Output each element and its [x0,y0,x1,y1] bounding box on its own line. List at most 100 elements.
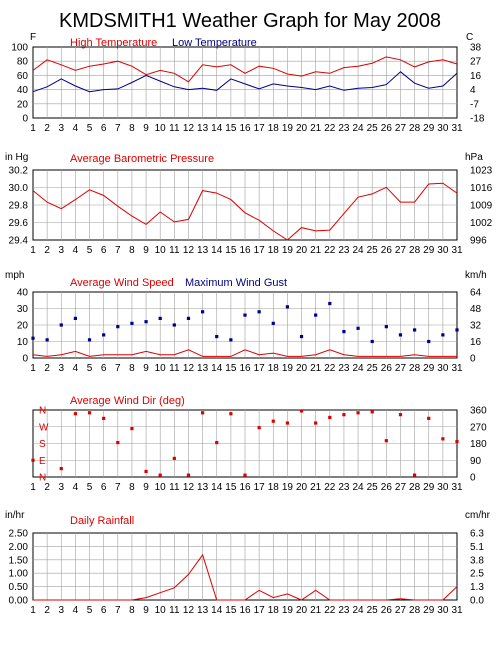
chart-3-day-label: 15 [225,363,237,374]
chart-3-series-2-point [441,333,445,337]
chart-5-day-label: 20 [296,605,308,616]
chart-4-series-1-point [427,416,431,420]
chart-4-ytick-label: S [39,439,46,450]
chart-2-day-label: 17 [254,245,266,256]
chart-2-right-tick-label: 1023 [470,166,493,177]
chart-1-day-label: 23 [338,123,350,134]
chart-3-series-2-point [257,310,261,314]
chart-4-day-label: 27 [395,482,407,493]
chart-4-series-1-point [215,440,219,445]
chart-3-day-label: 13 [197,363,209,374]
chart-3-series-1-title: Average Wind Speed [70,277,174,289]
chart-4-series-1-point [398,413,403,417]
chart-1-day-label: 30 [437,123,449,134]
chart-1-day-label: 10 [155,123,167,134]
chart-4-day-label: 10 [155,482,167,493]
chart-5-day-label: 24 [353,605,365,616]
chart-3-series-2-point [130,321,134,325]
chart-5-day-label: 3 [58,605,64,616]
chart-4-series-1-point [116,440,120,445]
chart-3-series-2-point [328,301,332,306]
chart-4-right-tick-label: 360 [470,406,487,417]
chart-2-ytick-label: 30.0 [9,183,29,194]
chart-4-day-label: 13 [197,482,209,493]
chart-3-series-2-point [87,338,92,342]
chart-4-day-label: 21 [310,482,322,493]
chart-3-day-label: 28 [409,363,421,374]
chart-3-day-label: 2 [44,363,50,374]
chart-4-day-label: 4 [73,482,79,493]
chart-4-series-1-point [172,456,176,460]
chart-5-day-label: 25 [367,605,379,616]
chart-4-day-label: 23 [338,482,350,493]
chart-3-day-label: 14 [211,363,223,374]
chart-3-ytick-label: 0 [22,354,28,365]
chart-5-day-label: 11 [169,605,180,616]
chart-3-day-label: 11 [169,363,180,374]
chart-2-day-label: 7 [115,245,121,256]
chart-5-day-label: 9 [143,605,149,616]
chart-4-day-label: 25 [367,482,379,493]
chart-4-series-1-point [186,473,191,477]
chart-4-ytick-label: N [39,406,46,417]
chart-3-day-label: 4 [73,363,79,374]
chart-1-day-label: 9 [143,123,149,134]
chart-5-day-label: 31 [451,605,463,616]
chart-3-day-label: 24 [353,363,365,374]
chart-1-series-2-line [32,71,458,93]
chart-4-series-1-point [271,419,275,423]
chart-3-series-2-point [384,325,388,329]
chart-3-series-2-point [413,328,417,332]
chart-5-series-1-line [33,553,458,601]
chart-4-series-1-point [257,426,261,430]
chart-1-right-tick-label: -7 [470,99,479,110]
chart-4-day-label: 2 [44,482,50,493]
chart-3-series-2-title: Maximum Wind Gust [185,277,287,289]
chart-1-day-label: 31 [451,123,463,134]
chart-5-day-label: 26 [381,605,393,616]
chart-2-day-label: 15 [225,245,237,256]
chart-4-series-1-point [384,439,388,443]
chart-4-series-1-point [441,437,445,441]
chart-4-day-label: 17 [254,482,266,493]
chart-2-day-label: 5 [87,245,93,256]
chart-2-right-tick-label: 996 [470,236,487,247]
chart-1-day-label: 17 [254,123,266,134]
chart-1-day-label: 16 [239,123,251,134]
chart-2-day-label: 10 [155,245,167,256]
chart-1-day-label: 27 [395,123,407,134]
chart-3-day-label: 23 [338,363,350,374]
chart-3-day-label: 27 [395,363,407,374]
chart-2-day-label: 11 [169,245,180,256]
chart-3-series-2-point [31,336,35,340]
chart-1-day-label: 24 [353,123,365,134]
chart-5-day-label: 8 [129,605,135,616]
chart-2-day-label: 4 [73,245,79,256]
chart-3-series-2-point [144,320,148,324]
chart-1-ytick-label: 20 [17,99,29,110]
chart-1-series-1-line [32,56,458,83]
chart-1-day-label: 8 [129,123,135,134]
chart-2-left-unit: in Hg [5,152,28,163]
chart-1-day-label: 1 [30,123,36,134]
chart-1-ytick-label: 100 [11,43,28,54]
chart-3-series-2-point [342,330,346,334]
chart-2-day-label: 20 [296,245,308,256]
chart-3-day-label: 3 [58,363,64,374]
chart-3-ytick-label: 20 [17,321,29,332]
chart-5-day-label: 14 [211,605,223,616]
chart-4-day-label: 30 [437,482,449,493]
chart-2-day-label: 30 [437,245,449,256]
chart-2-right-tick-label: 1009 [470,201,493,212]
chart-5-day-label: 6 [101,605,107,616]
chart-3-day-label: 10 [155,363,167,374]
chart-4-series-1-point [455,440,459,444]
chart-4-day-label: 7 [115,482,121,493]
chart-3-series-2-point [229,338,233,342]
chart-2-right-tick-label: 1016 [470,183,493,194]
chart-3-right-tick-label: 48 [470,304,482,315]
chart-2-day-label: 25 [367,245,379,256]
chart-1-day-label: 18 [268,123,280,134]
page-title: KMDSMITH1 Weather Graph for May 2008 [59,10,441,32]
